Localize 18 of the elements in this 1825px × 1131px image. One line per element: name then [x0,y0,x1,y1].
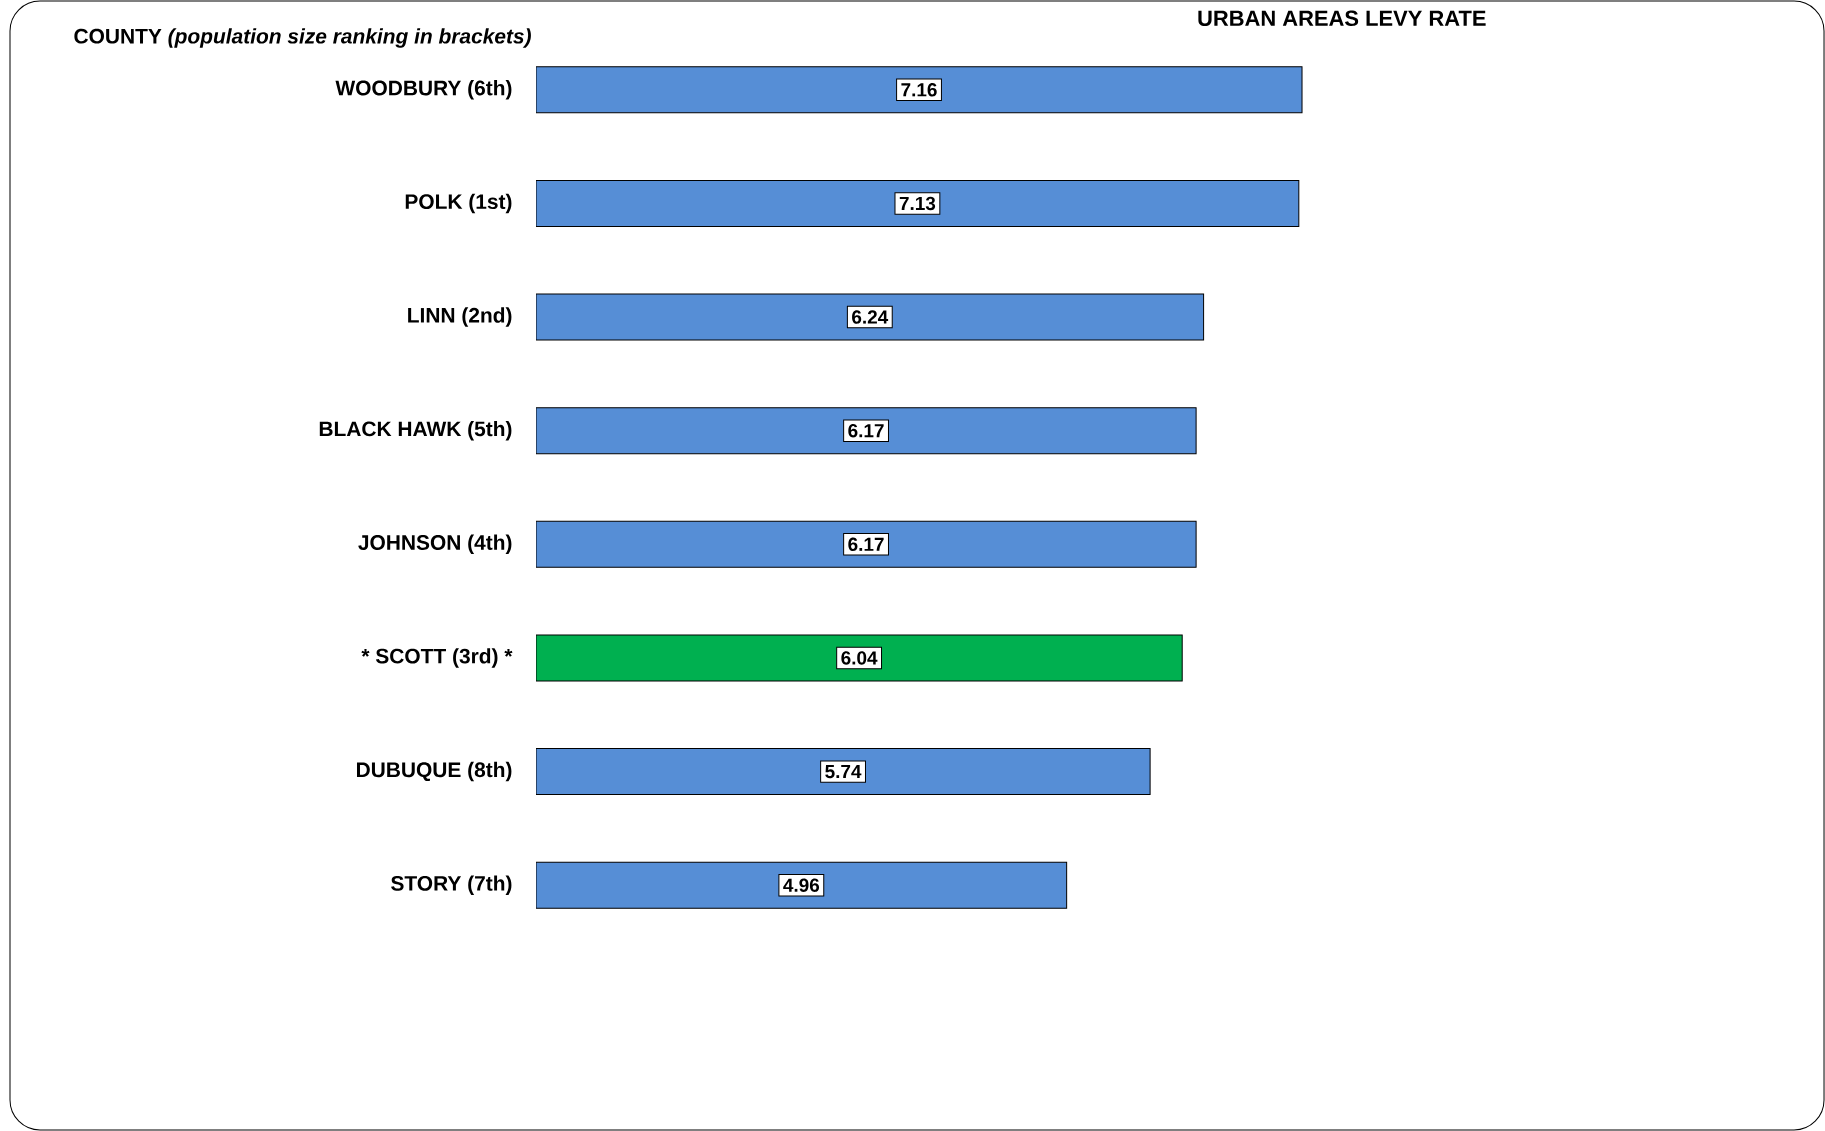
chart-title: URBAN AREAS LEVY RATE [1198,10,1486,27]
y-tick-label: WOODBURY (6th) [335,80,512,100]
y-tick-label: * SCOTT (3rd) * [361,648,513,668]
data-label: 7.13 [899,196,936,211]
y-tick-label: JOHNSON (4th) [358,534,512,555]
data-label: 4.96 [783,878,820,892]
y-tick-label: STORY (7th) [391,875,512,895]
data-label: 6.04 [841,651,878,665]
y-tick-label: POLK (1st) [405,193,512,214]
data-label: 5.74 [825,764,862,779]
data-label: 7.16 [901,83,937,97]
y-tick-label: DUBUQUE (8th) [356,761,512,782]
data-label: 6.24 [852,310,889,324]
y-tick-label: BLACK HAWK (5th) [319,420,512,441]
y-tick-label: LINN (2nd) [408,307,512,327]
data-label: 6.17 [848,537,884,552]
data-label: 6.17 [848,423,884,438]
text: COUNTY (population size ranking in brackets) [74,28,531,48]
